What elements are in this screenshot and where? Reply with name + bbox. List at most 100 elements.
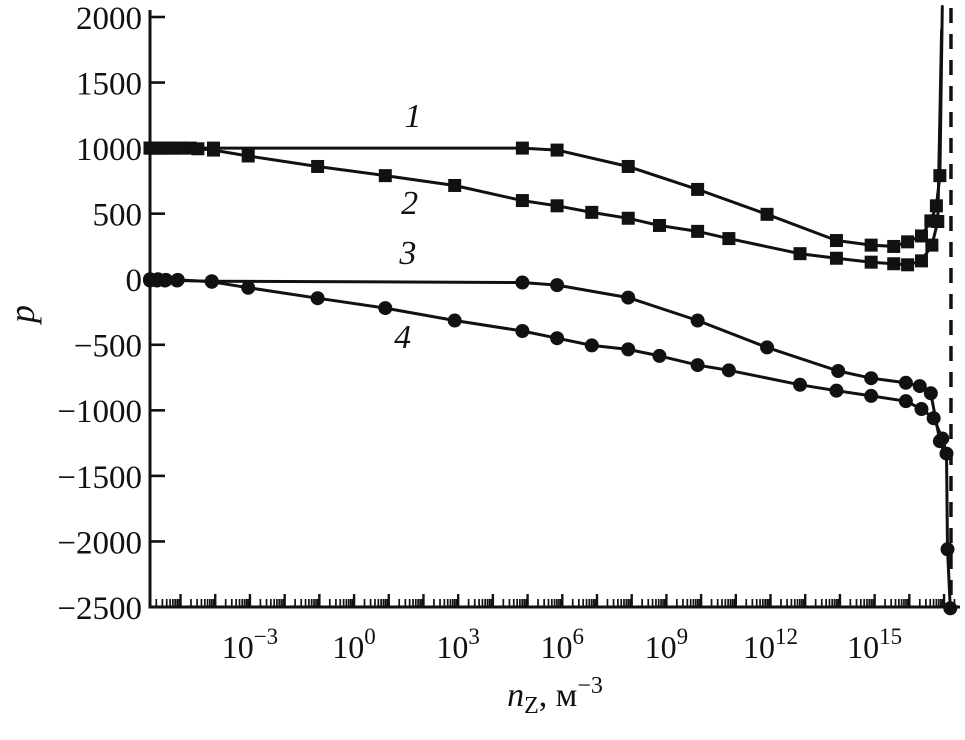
curve-label-1: 1 (404, 97, 422, 135)
curve-2-square-marker (164, 141, 178, 155)
x-axis-unit: , м (538, 677, 578, 714)
y-tick-label: 1000 (76, 132, 142, 168)
y-tick-label: −1000 (57, 394, 142, 430)
x-tick-label: 1015 (847, 624, 902, 665)
curve-4-circle-marker (652, 348, 667, 363)
curve-4-circle-marker (378, 301, 393, 316)
curve-1-square-marker (914, 229, 928, 243)
curve-2-square-marker (931, 215, 945, 229)
curve-label-2: 2 (401, 185, 419, 223)
x-axis-unit-exponent: −3 (577, 673, 603, 699)
x-axis-title: nZ, м−3 (0, 673, 965, 719)
curve-3-circle-marker (912, 379, 927, 394)
curve-3-circle-marker (621, 290, 636, 305)
curve-4-circle-marker (690, 358, 705, 373)
curve-4-circle-marker (935, 431, 950, 446)
curve-2-square-marker (448, 178, 462, 192)
curve-2-square-marker (793, 247, 807, 261)
x-tick-label: 106 (541, 624, 585, 665)
y-tick-label: 2000 (76, 1, 142, 37)
curve-4-circle-marker (943, 601, 958, 616)
curve-4-circle-marker (721, 363, 736, 378)
curve-4-circle-marker (621, 342, 636, 357)
curve-3-circle-marker (898, 375, 913, 390)
curve-3-circle-marker (864, 371, 879, 386)
curve-1-square-marker (760, 207, 774, 221)
curve-4-circle-marker (170, 272, 185, 287)
curve-4-circle-marker (939, 446, 954, 461)
curve-2-square-marker (585, 205, 599, 219)
curve-3-circle-marker (923, 386, 938, 401)
y-tick-label: 1500 (76, 66, 142, 102)
curve-3-circle-marker (690, 313, 705, 328)
curve-2-square-marker (652, 218, 666, 232)
curve-2-square-marker (550, 199, 564, 213)
curve-4-circle-marker (914, 402, 929, 417)
y-tick-label: −500 (74, 329, 142, 365)
curve-2-square-marker (691, 224, 705, 238)
curve-2-square-marker (864, 255, 878, 269)
curve-4-circle-marker (898, 394, 913, 409)
curve-4-circle-marker (829, 383, 844, 398)
curve-3-circle-marker (550, 278, 565, 293)
curve-4-circle-marker (447, 313, 462, 328)
curve-2-square-marker (925, 238, 939, 252)
curve-4-circle-marker (550, 331, 565, 346)
x-tick-label: 10−3 (222, 624, 278, 665)
curve-3-circle-marker (515, 275, 530, 290)
y-tick-label: −1500 (57, 460, 142, 496)
x-tick-label: 109 (645, 624, 689, 665)
curve-1-square-marker (864, 238, 878, 252)
curve-4-line (148, 277, 952, 610)
curve-4-circle-marker (584, 338, 599, 353)
x-tick-label: 103 (436, 624, 480, 665)
x-axis-subscript: Z (524, 693, 539, 719)
x-tick-label: 1012 (743, 624, 798, 665)
x-axis-variable: n (507, 677, 525, 714)
curve-1-line (148, 5, 944, 248)
curve-3-line (148, 279, 947, 455)
curve-1-square-marker (929, 199, 943, 213)
curve-2-square-marker (191, 142, 205, 156)
curve-4-circle-marker (793, 377, 808, 392)
curve-1-square-marker (829, 234, 843, 248)
curve-2-square-marker (515, 194, 529, 208)
y-tick-label: −2000 (57, 525, 142, 561)
curve-4-circle-marker (926, 411, 941, 426)
curve-2-square-marker (143, 141, 157, 155)
curve-4-circle-marker (940, 542, 955, 557)
curve-4-circle-marker (515, 324, 530, 339)
curve-2-square-marker (901, 258, 915, 272)
curve-2-square-marker (378, 169, 392, 183)
curve-2-square-marker (829, 251, 843, 265)
curve-3-circle-marker (760, 340, 775, 355)
curve-1-square-marker (515, 141, 529, 155)
curve-2-square-marker (207, 143, 221, 157)
curve-1-square-marker (901, 235, 915, 249)
curve-4-circle-marker (241, 280, 256, 295)
y-tick-label: 0 (126, 263, 143, 299)
curve-2-square-marker (914, 254, 928, 268)
curve-2-square-marker (153, 141, 167, 155)
curve-4-circle-marker (310, 291, 325, 306)
y-tick-label: 500 (93, 198, 143, 234)
curve-4-circle-marker (158, 272, 173, 287)
curve-4-circle-marker (204, 274, 219, 289)
curve-1-square-marker (887, 239, 901, 253)
y-axis-title-text: p (2, 305, 42, 323)
curve-2-square-marker (241, 149, 255, 163)
y-axis-title: p (2, 294, 42, 334)
curve-1-square-marker (691, 182, 705, 196)
curve-label-4: 4 (394, 318, 412, 356)
curve-2-square-marker (887, 257, 901, 271)
curve-3-circle-marker (831, 364, 846, 378)
curve-4-circle-marker (864, 388, 879, 403)
y-tick-label: −2500 (57, 591, 142, 627)
x-tick-label: 100 (332, 624, 376, 665)
curve-label-3: 3 (399, 234, 417, 272)
curve-2-square-marker (722, 232, 736, 246)
curve-2-square-marker (311, 159, 325, 173)
curve-1-square-marker (550, 143, 564, 157)
